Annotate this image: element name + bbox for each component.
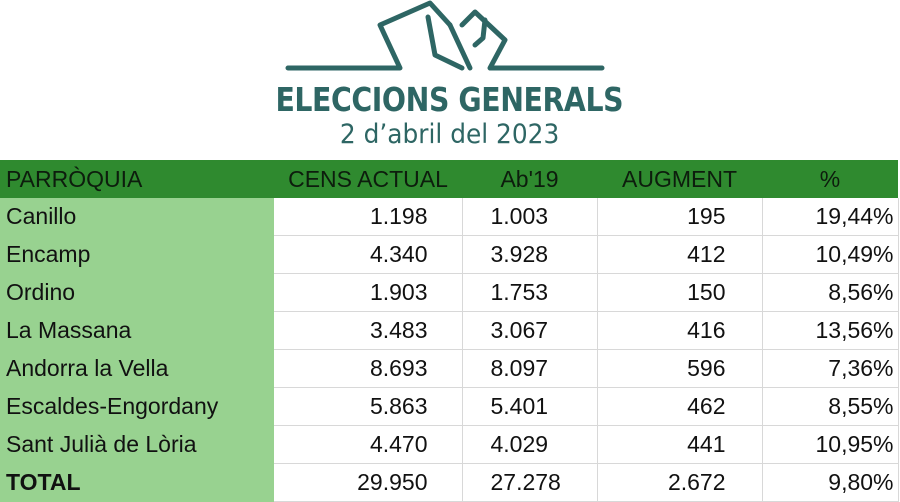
cell-cens-actual: 1.198 <box>274 198 463 236</box>
column-header-parroquia: PARRÒQUIA <box>0 160 274 198</box>
cell-cens-actual: 1.903 <box>274 273 463 312</box>
column-header-percent: % <box>762 160 898 198</box>
cell-total-augment: 2.672 <box>597 463 763 502</box>
ballot-box-icon <box>285 0 605 71</box>
census-table: PARRÒQUIA CENS ACTUAL Ab'19 AUGMENT % Ca… <box>0 160 899 502</box>
cell-percent: 8,55% <box>762 387 899 426</box>
cell-cens-actual: 4.470 <box>274 425 463 464</box>
cell-ab19: 3.067 <box>462 311 598 350</box>
election-date: 2 d’abril del 2023 <box>339 119 560 150</box>
cell-total-label: TOTAL <box>0 463 274 502</box>
election-logo: ELECCIONS GENERALS 2 d’abril del 2023 <box>0 0 900 160</box>
total-row: TOTAL 29.950 27.278 2.672 9,80% <box>0 463 899 502</box>
cell-ab19: 5.401 <box>462 387 598 426</box>
cell-parroquia: Canillo <box>0 198 274 236</box>
cell-parroquia: Encamp <box>0 235 274 274</box>
cell-ab19: 8.097 <box>462 349 598 388</box>
cell-augment: 416 <box>597 311 763 350</box>
cell-cens-actual: 8.693 <box>274 349 463 388</box>
cell-parroquia: Escaldes-Engordany <box>0 387 274 426</box>
cell-ab19: 1.753 <box>462 273 598 312</box>
column-header-ab19: Ab'19 <box>462 160 597 198</box>
cell-augment: 441 <box>597 425 763 464</box>
cell-ab19: 3.928 <box>462 235 598 274</box>
cell-percent: 8,56% <box>762 273 899 312</box>
cell-parroquia: La Massana <box>0 311 274 350</box>
cell-percent: 7,36% <box>762 349 899 388</box>
table-header-row: PARRÒQUIA CENS ACTUAL Ab'19 AUGMENT % <box>0 160 898 198</box>
cell-augment: 596 <box>597 349 763 388</box>
page-title: ELECCIONS GENERALS <box>275 80 624 119</box>
column-header-cens-actual: CENS ACTUAL <box>274 160 462 198</box>
table-row: Encamp 4.340 3.928 412 10,49% <box>0 235 899 274</box>
cell-percent: 19,44% <box>762 198 899 236</box>
table-row: Ordino 1.903 1.753 150 8,56% <box>0 273 899 312</box>
table-row: Canillo 1.198 1.003 195 19,44% <box>0 198 899 236</box>
column-header-augment: AUGMENT <box>597 160 762 198</box>
cell-total-percent: 9,80% <box>762 463 899 502</box>
cell-parroquia: Sant Julià de Lòria <box>0 425 274 464</box>
cell-percent: 13,56% <box>762 311 899 350</box>
cell-augment: 462 <box>597 387 763 426</box>
table-row: La Massana 3.483 3.067 416 13,56% <box>0 311 899 350</box>
cell-ab19: 4.029 <box>462 425 598 464</box>
cell-cens-actual: 3.483 <box>274 311 463 350</box>
cell-total-ab19: 27.278 <box>462 463 598 502</box>
cell-augment: 150 <box>597 273 763 312</box>
cell-parroquia: Ordino <box>0 273 274 312</box>
cell-ab19: 1.003 <box>462 198 598 236</box>
table-row: Andorra la Vella 8.693 8.097 596 7,36% <box>0 349 899 388</box>
cell-percent: 10,95% <box>762 425 899 464</box>
cell-cens-actual: 4.340 <box>274 235 463 274</box>
cell-total-cens-actual: 29.950 <box>274 463 463 502</box>
cell-augment: 412 <box>597 235 763 274</box>
table-row: Escaldes-Engordany 5.863 5.401 462 8,55% <box>0 387 899 426</box>
cell-percent: 10,49% <box>762 235 899 274</box>
table-row: Sant Julià de Lòria 4.470 4.029 441 10,9… <box>0 425 899 464</box>
cell-parroquia: Andorra la Vella <box>0 349 274 388</box>
cell-augment: 195 <box>597 198 763 236</box>
cell-cens-actual: 5.863 <box>274 387 463 426</box>
